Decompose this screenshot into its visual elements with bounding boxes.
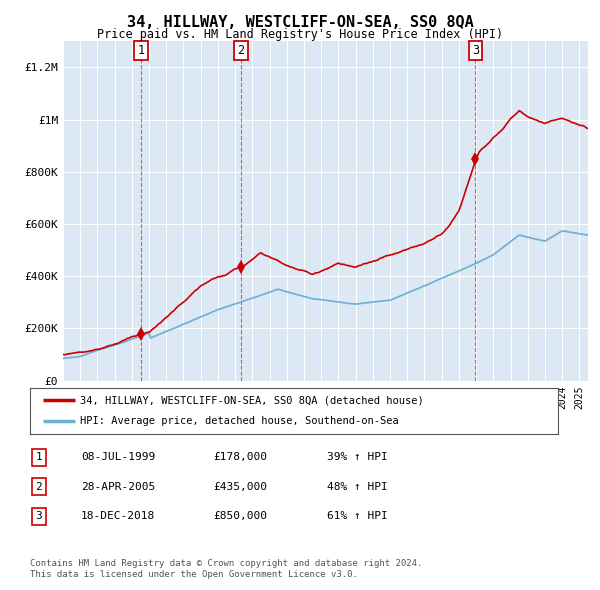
Text: 1: 1 [137, 44, 145, 57]
Text: 3: 3 [35, 512, 43, 521]
Text: Price paid vs. HM Land Registry's House Price Index (HPI): Price paid vs. HM Land Registry's House … [97, 28, 503, 41]
Text: 3: 3 [472, 44, 479, 57]
Text: HPI: Average price, detached house, Southend-on-Sea: HPI: Average price, detached house, Sout… [80, 416, 399, 426]
Text: This data is licensed under the Open Government Licence v3.0.: This data is licensed under the Open Gov… [30, 571, 358, 579]
Text: £178,000: £178,000 [213, 453, 267, 462]
Text: £850,000: £850,000 [213, 512, 267, 521]
Text: Contains HM Land Registry data © Crown copyright and database right 2024.: Contains HM Land Registry data © Crown c… [30, 559, 422, 568]
Text: 18-DEC-2018: 18-DEC-2018 [81, 512, 155, 521]
Text: 61% ↑ HPI: 61% ↑ HPI [327, 512, 388, 521]
Text: 34, HILLWAY, WESTCLIFF-ON-SEA, SS0 8QA: 34, HILLWAY, WESTCLIFF-ON-SEA, SS0 8QA [127, 15, 473, 30]
Text: 28-APR-2005: 28-APR-2005 [81, 482, 155, 491]
Text: 48% ↑ HPI: 48% ↑ HPI [327, 482, 388, 491]
Text: 2: 2 [237, 44, 244, 57]
Text: 34, HILLWAY, WESTCLIFF-ON-SEA, SS0 8QA (detached house): 34, HILLWAY, WESTCLIFF-ON-SEA, SS0 8QA (… [80, 395, 424, 405]
Text: £435,000: £435,000 [213, 482, 267, 491]
Text: 39% ↑ HPI: 39% ↑ HPI [327, 453, 388, 462]
Text: 1: 1 [35, 453, 43, 462]
Text: 08-JUL-1999: 08-JUL-1999 [81, 453, 155, 462]
Text: 2: 2 [35, 482, 43, 491]
